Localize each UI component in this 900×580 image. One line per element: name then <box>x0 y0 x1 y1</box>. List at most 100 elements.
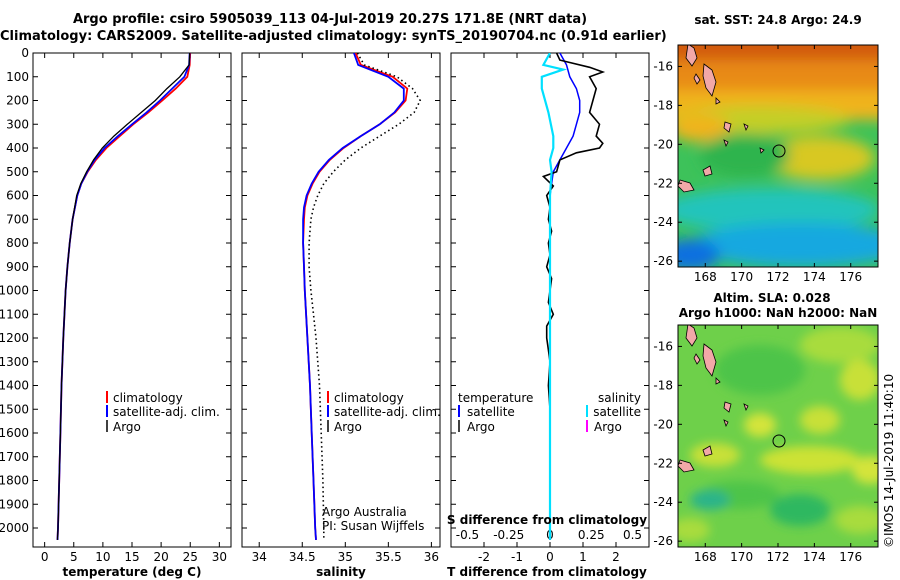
lon-tick-label: 168 <box>694 270 717 284</box>
credit-line-2: PI: Susan Wijffels <box>322 519 424 533</box>
difference-series <box>540 53 606 540</box>
x-tick-label: 15 <box>124 550 139 564</box>
sst-map <box>678 45 878 267</box>
salinity-xlabel: salinity <box>316 565 366 579</box>
lon-tick-label: 176 <box>839 270 862 284</box>
temperature-xlabel: temperature (deg C) <box>63 565 202 579</box>
lat-tick-label: -20 <box>653 417 673 431</box>
depth-tick-label: 1500 <box>0 402 29 416</box>
sdiff-tick-label: 0.5 <box>623 528 642 542</box>
x-tick-label: 0 <box>41 550 49 564</box>
sla-map <box>678 325 878 547</box>
depth-tick-label: 1000 <box>0 284 29 298</box>
series-line-t-satellite <box>549 53 581 540</box>
depth-axis: 0 100 200 300 400 500 600 700 800 900 1000 1100 1200… <box>0 46 649 535</box>
depth-tick-label: 100 <box>6 70 29 84</box>
difference-legend: temperature satellite Argo salinity sate… <box>458 391 641 434</box>
tdiff-xlabel: T difference from climatology <box>447 565 647 579</box>
lat-tick-label: -24 <box>653 495 673 509</box>
depth-tick-label: 0 <box>21 46 29 60</box>
salinity-legend: climatology satellite-adj. clim. Argo <box>327 391 441 434</box>
argo-location-marker <box>772 144 786 158</box>
sdiff-xlabel: S difference from climatology <box>447 513 647 527</box>
imos-timestamp: ©IMOS 14-Jul-2019 11:40:10 <box>882 374 896 548</box>
x-tick-label: 36 <box>424 550 439 564</box>
legend-s-argo-label: Argo <box>594 420 622 434</box>
x-tick-label: 25 <box>183 550 198 564</box>
x-tick-label: 0 <box>546 550 554 564</box>
map-top-axes: 168 170 172 174 176 -16 -18 -20 -22 -24 -26 <box>653 45 878 284</box>
x-tick-label: 30 <box>212 550 227 564</box>
lat-tick-label: -26 <box>653 254 673 268</box>
tdiff-x-axis: -2 -1 0 1 2 <box>478 53 620 564</box>
depth-tick-label: 400 <box>6 141 29 155</box>
lon-tick-label: 168 <box>694 550 717 564</box>
sdiff-tick-label: 0.25 <box>578 528 605 542</box>
lon-tick-label: 176 <box>839 550 862 564</box>
legend-satellite-label: satellite-adj. clim. <box>113 405 220 419</box>
x-tick-label: 10 <box>95 550 110 564</box>
depth-tick-label: 1100 <box>0 307 29 321</box>
depth-tick-label: 1200 <box>0 331 29 345</box>
series-line-satellite-adj-clim- <box>302 53 405 540</box>
sdiff-tick-label: -0.25 <box>493 528 524 542</box>
depth-tick-label: 1900 <box>0 497 29 511</box>
lat-tick-label: -22 <box>653 176 673 190</box>
lon-tick-label: 170 <box>730 270 753 284</box>
temperature-x-axis: 0 5 10 15 20 25 30 <box>41 53 227 564</box>
series-line-climatology <box>56 53 192 540</box>
x-tick-label: 2 <box>612 550 620 564</box>
x-tick-label: 5 <box>70 550 78 564</box>
x-tick-label: 35.5 <box>375 550 402 564</box>
depth-tick-label: 1800 <box>0 474 29 488</box>
series-line-s-satellite <box>540 53 568 540</box>
lat-tick-label: -26 <box>653 534 673 548</box>
credit-line-1: Argo Australia <box>322 505 407 519</box>
legend-satellite-label: satellite-adj. clim. <box>334 405 441 419</box>
lat-tick-label: -18 <box>653 378 673 392</box>
temperature-panel-frame <box>32 52 232 548</box>
map-bottom-axes: 168 170 172 174 176 -16 -18 -20 -22 -24 -26 <box>653 325 878 564</box>
temperature-series <box>56 53 192 540</box>
legend-s-satellite-label: satellite <box>593 405 641 419</box>
salinity-series <box>302 53 422 540</box>
depth-tick-label: 300 <box>6 117 29 131</box>
depth-tick-label: 1600 <box>0 426 29 440</box>
depth-tick-label: 900 <box>6 260 29 274</box>
depth-tick-label: 1400 <box>0 379 29 393</box>
x-tick-label: 34 <box>252 550 267 564</box>
map-bottom-title-1: Altim. SLA: 0.028 <box>713 291 830 305</box>
depth-tick-label: 1700 <box>0 450 29 464</box>
title-line-2: Climatology: CARS2009. Satellite-adjuste… <box>0 29 667 44</box>
legend-temperature-heading: temperature <box>458 391 533 405</box>
series-line-argo <box>56 53 191 540</box>
islands-top <box>678 45 765 193</box>
title-line-1: Argo profile: csiro 5905039_113 04-Jul-2… <box>72 12 588 27</box>
legend-t-satellite-label: satellite <box>467 405 515 419</box>
temperature-legend: climatology satellite-adj. clim. Argo <box>106 391 220 434</box>
depth-tick-label: 2000 <box>0 521 29 535</box>
lon-tick-label: 172 <box>767 270 790 284</box>
series-line-climatology <box>302 53 409 540</box>
salinity-x-axis: 34 34.5 35 35.5 36 <box>252 53 439 564</box>
legend-salinity-heading: salinity <box>598 391 641 405</box>
lat-tick-label: -16 <box>653 59 673 73</box>
legend-climatology-label: climatology <box>334 391 404 405</box>
legend-t-argo-label: Argo <box>467 420 495 434</box>
depth-tick-label: 700 <box>6 212 29 226</box>
series-line-satellite-adj-clim- <box>56 53 191 540</box>
lat-tick-label: -20 <box>653 137 673 151</box>
map-top-title: sat. SST: 24.8 Argo: 24.9 <box>694 13 861 27</box>
x-tick-label: 35 <box>338 550 353 564</box>
depth-tick-label: 500 <box>6 165 29 179</box>
series-line-argo <box>308 53 422 540</box>
lat-tick-label: -16 <box>653 339 673 353</box>
lon-tick-label: 174 <box>803 270 826 284</box>
x-tick-label: 1 <box>579 550 587 564</box>
sdiff-tick-label: -0.5 <box>456 528 479 542</box>
legend-argo-label: Argo <box>113 420 141 434</box>
legend-argo-label: Argo <box>334 420 362 434</box>
salinity-panel-frame <box>241 52 441 548</box>
lat-tick-label: -18 <box>653 98 673 112</box>
